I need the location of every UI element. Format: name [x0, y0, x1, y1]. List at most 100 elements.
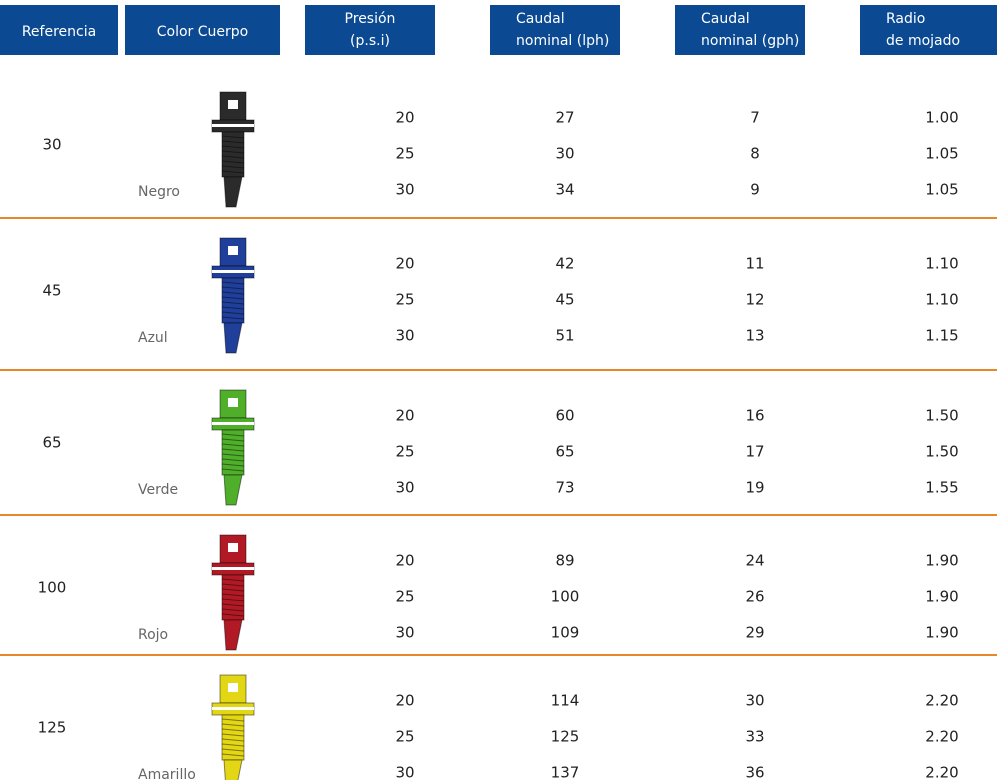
nozzle-slot: [212, 422, 254, 425]
nozzle-icon: [212, 675, 254, 780]
cell: 60: [555, 407, 574, 425]
cell: 42: [555, 255, 574, 273]
nozzle-slot: [212, 707, 254, 710]
nozzle-tip: [224, 760, 242, 780]
cell: 30: [745, 692, 764, 710]
nozzle-slot: [212, 270, 254, 273]
cell: 8: [750, 145, 760, 163]
nozzle-icon: [212, 92, 254, 207]
nozzle-hole: [228, 683, 238, 692]
spec-table: Referencia Color Cuerpo Presión (p.s.i) Caud…: [0, 0, 997, 780]
nozzle-slot: [212, 567, 254, 570]
reference: 125: [38, 719, 67, 737]
header-text: de mojado: [886, 33, 960, 49]
cell: 24: [745, 552, 764, 570]
cell: 2.20: [925, 728, 958, 746]
cell: 30: [395, 764, 414, 780]
header-text: (p.s.i): [350, 33, 390, 49]
nozzle-slot: [212, 124, 254, 127]
nozzle-body: [222, 278, 244, 323]
cell: 114: [551, 692, 580, 710]
cell: 25: [395, 145, 414, 163]
header-text: Radio: [886, 11, 925, 27]
cell: 1.90: [925, 552, 958, 570]
cell: 19: [745, 479, 764, 497]
cell: 30: [395, 479, 414, 497]
header-text: Referencia: [22, 24, 96, 40]
cell: 20: [395, 109, 414, 127]
nozzle-body: [222, 132, 244, 177]
nozzle-tip: [224, 475, 242, 505]
cell: 51: [555, 327, 574, 345]
color-name: Rojo: [138, 627, 168, 643]
cell: 20: [395, 692, 414, 710]
cell: 1.50: [925, 443, 958, 461]
reference: 65: [42, 434, 61, 452]
cell: 33: [745, 728, 764, 746]
reference: 45: [42, 282, 61, 300]
header-text: Caudal: [516, 11, 565, 27]
cell: 1.90: [925, 588, 958, 606]
cell: 36: [745, 764, 764, 780]
cell: 25: [395, 728, 414, 746]
cell: 65: [555, 443, 574, 461]
nozzle-hole: [228, 100, 238, 109]
cell: 1.05: [925, 181, 958, 199]
cell: 1.05: [925, 145, 958, 163]
cell: 89: [555, 552, 574, 570]
cell: 29: [745, 624, 764, 642]
cell: 1.10: [925, 255, 958, 273]
cell: 9: [750, 181, 760, 199]
nozzle-body: [222, 430, 244, 475]
cell: 30: [395, 181, 414, 199]
nozzle-hole: [228, 543, 238, 552]
nozzle-hole: [228, 246, 238, 255]
cell: 26: [745, 588, 764, 606]
cell: 109: [551, 624, 580, 642]
cell: 30: [395, 624, 414, 642]
cell: 137: [551, 764, 580, 780]
cell: 2.20: [925, 692, 958, 710]
cell: 13: [745, 327, 764, 345]
cell: 100: [551, 588, 580, 606]
cell: 25: [395, 291, 414, 309]
cell: 1.15: [925, 327, 958, 345]
cell: 2.20: [925, 764, 958, 780]
nozzle-body: [222, 575, 244, 620]
header-text: Caudal: [701, 11, 750, 27]
nozzle-tip: [224, 177, 242, 207]
nozzle-tip: [224, 323, 242, 353]
color-name: Azul: [138, 330, 168, 346]
cell: 20: [395, 552, 414, 570]
cell: 34: [555, 181, 574, 199]
cell: 1.00: [925, 109, 958, 127]
header-text: Presión: [345, 11, 396, 27]
cell: 20: [395, 255, 414, 273]
reference: 30: [42, 136, 61, 154]
header-text: nominal (lph): [516, 33, 609, 49]
cell: 30: [555, 145, 574, 163]
cell: 17: [745, 443, 764, 461]
nozzle-icon: [212, 390, 254, 505]
cell: 25: [395, 443, 414, 461]
color-name: Negro: [138, 184, 180, 200]
cell: 45: [555, 291, 574, 309]
reference: 100: [38, 579, 67, 597]
header-text: Color Cuerpo: [157, 24, 248, 40]
cell: 7: [750, 109, 760, 127]
nozzle-tip: [224, 620, 242, 650]
nozzle-icon: [212, 238, 254, 353]
cell: 27: [555, 109, 574, 127]
nozzle-hole: [228, 398, 238, 407]
cell: 12: [745, 291, 764, 309]
nozzle-body: [222, 715, 244, 760]
cell: 73: [555, 479, 574, 497]
cell: 11: [745, 255, 764, 273]
nozzle-icon: [212, 535, 254, 650]
cell: 16: [745, 407, 764, 425]
header-text: nominal (gph): [701, 33, 799, 49]
cell: 1.90: [925, 624, 958, 642]
cell: 1.55: [925, 479, 958, 497]
cell: 1.10: [925, 291, 958, 309]
cell: 20: [395, 407, 414, 425]
